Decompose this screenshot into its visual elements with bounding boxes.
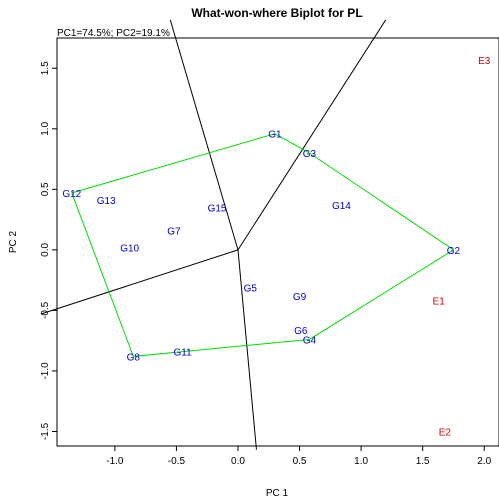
genotype-label-g6: G6 bbox=[294, 326, 308, 337]
x-tick-label: 1.0 bbox=[354, 456, 368, 467]
x-axis-label: PC 1 bbox=[266, 488, 289, 499]
x-tick-label: 1.5 bbox=[416, 456, 430, 467]
point-labels: G1 G2 G3 G4 G5 G6 G7 G8 G9 G10 G11 G12 G13 G14 G15 E1 E2… bbox=[62, 56, 490, 439]
sector-line-4 bbox=[237, 249, 257, 450]
y-tick-label: -1.0 bbox=[40, 362, 51, 380]
x-axis: -1.0 -0.5 0.0 0.5 1.0 1.5 2.0 bbox=[106, 446, 492, 467]
genotype-label-g11: G11 bbox=[173, 348, 192, 359]
sector-line-2 bbox=[237, 19, 387, 251]
plot-frame bbox=[56, 37, 499, 447]
convex-hull bbox=[71, 133, 455, 357]
x-tick-label: 2.0 bbox=[477, 456, 491, 467]
y-tick-label: -1.5 bbox=[40, 422, 51, 440]
y-tick-label: -0.5 bbox=[40, 301, 51, 319]
y-tick-label: 0.5 bbox=[40, 182, 51, 196]
genotype-label-g4: G4 bbox=[303, 335, 317, 346]
environment-label-e3: E3 bbox=[478, 56, 491, 67]
genotype-label-g13: G13 bbox=[97, 196, 116, 207]
y-tick-label: 0.0 bbox=[40, 242, 51, 256]
genotype-label-g2: G2 bbox=[447, 246, 461, 257]
x-tick-label: -0.5 bbox=[168, 456, 186, 467]
y-tick-label: 1.0 bbox=[40, 121, 51, 135]
environment-label-e1: E1 bbox=[433, 297, 446, 308]
sector-line-1 bbox=[169, 19, 239, 251]
genotype-label-g9: G9 bbox=[293, 292, 307, 303]
hull-polygon bbox=[71, 133, 455, 357]
genotype-label-g14: G14 bbox=[332, 201, 351, 212]
environment-label-e2: E2 bbox=[439, 427, 452, 438]
genotype-label-g15: G15 bbox=[208, 203, 227, 214]
genotype-label-g5: G5 bbox=[244, 283, 258, 294]
chart-title: What-won-where Biplot for PL bbox=[191, 6, 362, 20]
y-axis-label: PC 2 bbox=[8, 230, 19, 253]
x-tick-label: 0.0 bbox=[231, 456, 245, 467]
genotype-label-g1: G1 bbox=[268, 130, 282, 141]
x-tick-label: -1.0 bbox=[106, 456, 124, 467]
genotype-label-g7: G7 bbox=[167, 226, 181, 237]
genotype-label-g10: G10 bbox=[120, 243, 139, 254]
sector-line-3 bbox=[40, 249, 239, 315]
y-tick-label: 1.5 bbox=[40, 61, 51, 75]
x-tick-label: 0.5 bbox=[293, 456, 307, 467]
genotype-label-g8: G8 bbox=[127, 352, 141, 363]
genotype-label-g12: G12 bbox=[62, 189, 81, 200]
chart-subtitle: PC1=74.5%; PC2=19.1% bbox=[57, 28, 170, 39]
genotype-label-g3: G3 bbox=[303, 149, 317, 160]
y-axis: -1.5 -1.0 -0.5 0.0 0.5 1.0 1.5 bbox=[40, 61, 57, 440]
sector-lines bbox=[40, 19, 387, 450]
